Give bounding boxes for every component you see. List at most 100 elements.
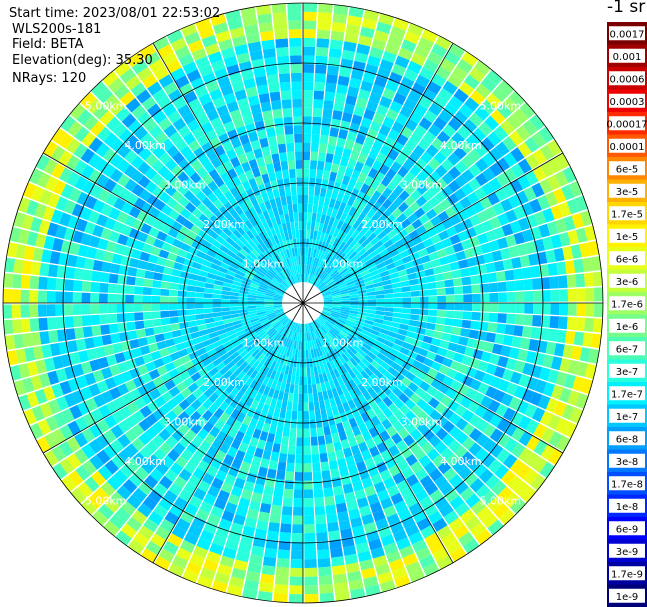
field-cell [175, 255, 186, 265]
field-cell [441, 237, 453, 248]
field-cell [192, 106, 206, 119]
field-cell [408, 365, 420, 376]
field-cell [80, 164, 95, 180]
field-cell [258, 582, 274, 593]
field-cell [203, 559, 219, 572]
field-cell [231, 175, 242, 187]
field-cell [283, 116, 293, 127]
field-cell [178, 283, 188, 291]
field-cell [482, 167, 496, 182]
field-cell [465, 493, 481, 509]
field-cell [163, 81, 179, 96]
field-cell [103, 94, 119, 110]
field-cell [318, 444, 327, 454]
field-cell [329, 424, 338, 435]
field-cell [207, 403, 219, 415]
field-cell [166, 398, 179, 410]
field-cell [198, 245, 210, 254]
field-cell [261, 404, 270, 415]
field-cell [230, 485, 243, 498]
field-cell [283, 418, 291, 428]
field-cell [461, 154, 475, 169]
field-cell [316, 365, 322, 375]
field-cell [385, 79, 400, 93]
field-cell [380, 175, 392, 187]
field-cell [283, 280, 290, 288]
field-cell [537, 394, 551, 410]
field-cell [77, 401, 91, 416]
field-cell [453, 318, 463, 328]
field-cell [73, 280, 83, 292]
field-cell [208, 414, 219, 426]
field-cell [165, 435, 179, 449]
field-cell [362, 390, 372, 401]
field-cell [330, 30, 345, 41]
field-cell [373, 226, 384, 237]
field-cell [390, 161, 402, 173]
field-cell [388, 402, 399, 414]
field-cell [518, 158, 532, 174]
field-cell [15, 348, 27, 364]
field-cell [170, 37, 187, 52]
field-cell [582, 257, 593, 272]
field-cell [416, 170, 429, 183]
field-cell [533, 423, 547, 439]
field-cell [151, 303, 161, 311]
field-cell [413, 103, 428, 117]
field-cell [323, 487, 334, 498]
field-cell [318, 337, 325, 346]
field-cell [548, 448, 563, 466]
field-cell [95, 142, 110, 158]
field-cell [131, 423, 145, 437]
field-cell [261, 192, 270, 202]
field-cell [217, 348, 227, 358]
field-cell [196, 281, 206, 288]
field-cell [345, 562, 360, 574]
field-cell [321, 205, 329, 216]
field-cell [383, 477, 396, 490]
field-cell [439, 144, 453, 158]
field-cell [264, 118, 275, 129]
field-cell [9, 226, 22, 243]
field-cell [354, 244, 364, 254]
field-cell [303, 125, 312, 134]
field-cell [567, 359, 580, 375]
field-cell [49, 343, 61, 357]
field-cell [193, 256, 204, 265]
field-cell [112, 373, 125, 387]
field-cell [147, 254, 159, 264]
field-cell [422, 428, 435, 442]
field-cell [254, 351, 263, 360]
field-cell [178, 53, 194, 67]
field-cell [191, 261, 202, 270]
field-cell [317, 152, 326, 162]
field-cell [233, 367, 243, 377]
field-cell [571, 345, 583, 361]
field-cell [322, 335, 329, 344]
field-cell [559, 387, 572, 403]
field-cell [368, 148, 380, 160]
field-cell [573, 331, 585, 346]
field-cell [338, 283, 347, 290]
field-cell [287, 454, 296, 464]
field-cell [260, 30, 274, 42]
field-cell [51, 127, 67, 145]
field-cell [378, 164, 390, 176]
field-cell [90, 304, 100, 315]
field-cell [511, 426, 526, 442]
field-cell [109, 513, 126, 530]
field-cell [126, 457, 141, 472]
field-cell [291, 90, 302, 100]
field-cell [229, 187, 240, 198]
field-cell [279, 382, 286, 392]
field-cell [410, 177, 423, 189]
field-cell [334, 336, 343, 345]
field-cell [392, 312, 402, 319]
field-cell [267, 315, 277, 321]
field-cell [350, 516, 363, 528]
field-cell [268, 339, 276, 349]
field-cell [305, 273, 308, 283]
field-cell [477, 330, 488, 341]
field-cell [315, 347, 321, 357]
field-cell [364, 156, 376, 168]
